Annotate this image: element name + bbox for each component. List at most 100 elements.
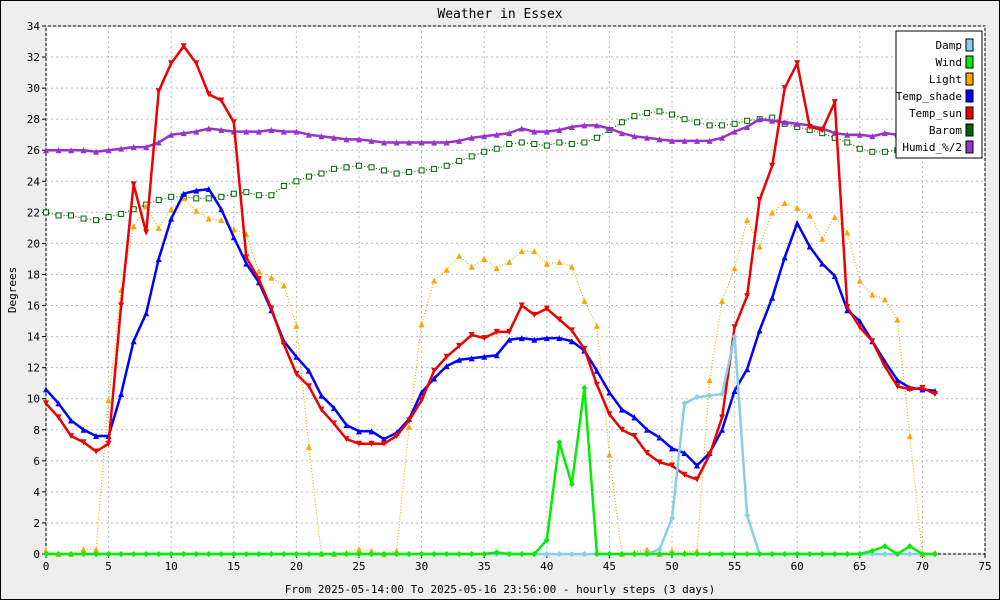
humid-2-point: [393, 139, 400, 146]
temp-shade-point: [293, 353, 300, 360]
humid-2-point: [543, 128, 550, 135]
temp-sun-point: [243, 254, 250, 261]
barom-point: [305, 173, 312, 180]
barom-point: [80, 215, 87, 222]
temp-shade-point: [80, 426, 87, 433]
damp-point: [881, 551, 888, 557]
temp-sun-point: [55, 414, 62, 421]
temp-sun-point: [343, 436, 350, 443]
temp-shade-point: [493, 352, 500, 359]
humid-2-point: [55, 147, 62, 154]
temp-shade-point: [356, 428, 362, 435]
light-point: [205, 215, 212, 222]
humid-2-point: [856, 131, 863, 138]
legend-label: Temp_shade: [896, 90, 962, 103]
wind-point: [180, 551, 187, 557]
wind-point: [418, 551, 425, 557]
series-barom: [43, 108, 938, 224]
barom-point: [593, 134, 600, 141]
wind-point: [744, 551, 751, 557]
y-tick-label: 34: [27, 20, 41, 33]
humid-2-point: [593, 122, 600, 129]
y-tick-label: 24: [27, 175, 41, 188]
damp-point: [906, 551, 913, 557]
temp-sun-point: [556, 316, 563, 323]
humid-2-point: [756, 116, 763, 123]
humid-2-point: [506, 130, 513, 137]
y-tick-label: 26: [27, 144, 40, 157]
barom-point: [631, 113, 638, 120]
light-point: [531, 248, 538, 255]
temp-shade-point: [518, 335, 525, 342]
humid-2-point: [869, 133, 876, 140]
barom-point: [155, 196, 162, 203]
barom-point: [694, 119, 701, 126]
temp-sun-point: [393, 432, 400, 439]
wind-point: [468, 551, 475, 557]
humid-2-point: [418, 139, 425, 146]
humid-2-point: [381, 139, 388, 146]
humid-2-point: [618, 130, 625, 137]
humid-2-point: [180, 130, 187, 137]
light-point: [756, 243, 763, 250]
humid-2-point: [468, 134, 475, 141]
humid-2-point: [305, 131, 312, 138]
wind-point: [606, 551, 613, 557]
damp-point: [556, 551, 563, 557]
series-temp-sun: [43, 43, 938, 483]
wind-point: [593, 551, 600, 557]
humid-2-point: [581, 122, 588, 129]
temp-shade-point: [719, 426, 726, 433]
temp-shade-point: [669, 445, 675, 452]
legend-swatch: [965, 106, 974, 120]
barom-point: [493, 145, 500, 152]
wind-point: [105, 551, 112, 557]
x-tick-label: 40: [540, 560, 553, 573]
temp-sun-point: [643, 450, 650, 457]
legend-label: Wind: [936, 56, 963, 69]
barom-point: [706, 122, 713, 129]
barom-point: [506, 141, 513, 148]
humid-2-point: [694, 137, 701, 144]
temp-shade-point: [368, 428, 375, 435]
legend-label: Humid_%/2: [902, 141, 962, 154]
temp-sun-point: [506, 328, 513, 335]
barom-point: [719, 122, 726, 129]
x-tick-label: 10: [165, 560, 178, 573]
humid-2-point: [643, 134, 650, 141]
barom-point: [431, 165, 438, 172]
wind-point: [844, 551, 851, 557]
temp-sun-point: [618, 426, 625, 433]
damp-point: [581, 551, 588, 557]
humid-2-point: [168, 131, 175, 138]
barom-point: [55, 212, 62, 219]
barom-point: [356, 162, 362, 169]
humid-2-point: [205, 125, 212, 132]
humid-2-point: [731, 128, 738, 135]
y-tick-label: 6: [33, 455, 40, 468]
temp-shade-point: [806, 243, 813, 250]
y-tick-label: 14: [27, 331, 41, 344]
barom-point: [856, 145, 863, 152]
wind-point: [293, 551, 300, 557]
temp-shade-point: [794, 220, 801, 227]
temp-sun-point: [681, 471, 688, 478]
barom-point: [193, 195, 200, 202]
wind-point: [581, 384, 588, 391]
series-layer: [43, 43, 938, 557]
humid-2-point: [130, 144, 137, 151]
legend-label: Light: [929, 73, 962, 86]
temp-sun-point: [193, 60, 200, 67]
temp-shade-point: [168, 215, 175, 222]
temp-sun-point: [568, 327, 575, 334]
barom-point: [456, 158, 463, 165]
barom-point: [406, 168, 413, 175]
humid-2-point: [330, 134, 337, 141]
temp-shade-point: [155, 255, 162, 262]
temp-sun-point: [831, 99, 838, 106]
temp-shade-point: [506, 336, 513, 343]
light-point: [581, 297, 588, 304]
temp-shade-point: [318, 392, 325, 399]
y-tick-label: 4: [33, 486, 40, 499]
barom-point: [68, 212, 75, 219]
